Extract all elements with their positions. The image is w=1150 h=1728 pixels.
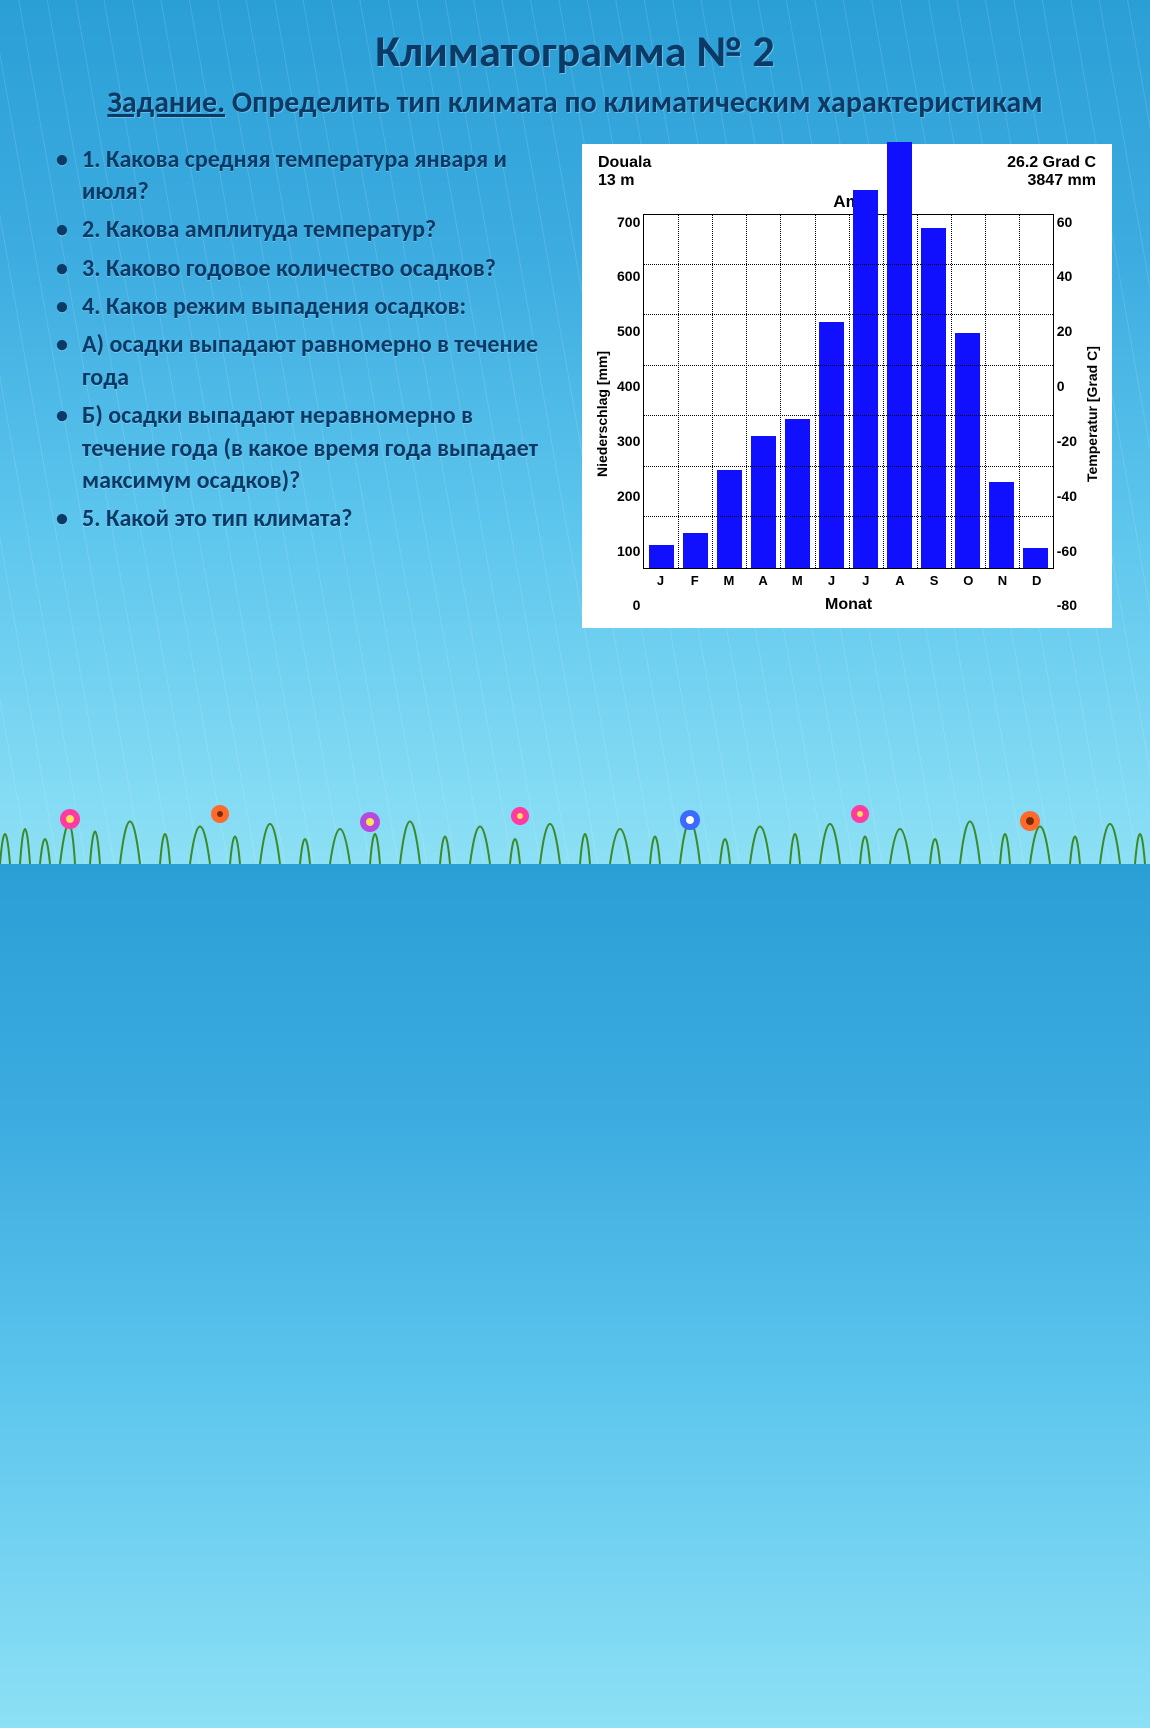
task-label: Задание. (107, 84, 225, 121)
station-name: Douala (598, 154, 651, 172)
precip-bar (819, 322, 844, 568)
question-item: 1. Какова средняя температура января и и… (82, 144, 558, 209)
xtick: O (951, 573, 985, 588)
bar-slot (780, 215, 814, 568)
precip-bar (853, 190, 878, 567)
slide-subtitle: Задание. Определить тип климата по клима… (48, 84, 1102, 122)
ytick-right: 0 (1057, 378, 1077, 394)
xtick: M (780, 573, 814, 588)
xtick: S (917, 573, 951, 588)
xtick: A (746, 573, 780, 588)
ylabel-left: Niederschlag [mm] (594, 214, 610, 614)
questions-list: 1. Какова средняя температура января и и… (48, 144, 558, 542)
grid-v (849, 215, 850, 568)
chart-header-left: Douala 13 m (598, 154, 651, 190)
ytick-left: 200 (617, 488, 640, 504)
slide: Климатограмма № 2 Задание. Определить ти… (0, 0, 1150, 864)
chart-panel: Douala 13 m 26.2 Grad C 3847 mm Am Niede… (582, 144, 1112, 628)
bar-slot (883, 215, 917, 568)
ytick-right: -80 (1057, 597, 1077, 613)
ytick-left: 400 (617, 378, 640, 394)
grid-v (917, 215, 918, 568)
grid-v (746, 215, 747, 568)
grid-v (780, 215, 781, 568)
bar-slot (917, 215, 951, 568)
grid-v (815, 215, 816, 568)
yticks-left: 700 600 500 400 300 200 100 0 (614, 214, 643, 614)
precip-bar (683, 533, 708, 567)
question-item: 4. Каков режим выпадения осадков: (82, 291, 558, 323)
chart-header: Douala 13 m 26.2 Grad C 3847 mm (594, 154, 1100, 190)
annual-precip: 3847 mm (1007, 172, 1096, 190)
yticks-right: 60 40 20 0 -20 -40 -60 -80 (1054, 214, 1080, 614)
grid-v (712, 215, 713, 568)
bar-slot (849, 215, 883, 568)
precip-bar (955, 333, 980, 567)
grid-v (678, 215, 679, 568)
xtick: J (814, 573, 848, 588)
ylabel-right: Temperatur [Grad C] (1084, 214, 1100, 614)
precip-bar (887, 142, 912, 568)
xtick: A (883, 573, 917, 588)
precip-bar (717, 470, 742, 567)
precip-bar (785, 419, 810, 568)
xtick: F (678, 573, 712, 588)
xticks: JFMAMJJASOND (643, 573, 1053, 588)
ytick-left: 600 (617, 268, 640, 284)
chart-header-right: 26.2 Grad C 3847 mm (1007, 154, 1096, 190)
grass-decoration (0, 744, 1150, 864)
ytick-left: 0 (617, 597, 640, 613)
bar-slot (712, 215, 746, 568)
station-elev: 13 m (598, 172, 651, 190)
ytick-right: 40 (1057, 268, 1077, 284)
ytick-left: 500 (617, 323, 640, 339)
question-item: 3. Каково годовое количество осадков? (82, 253, 558, 285)
ytick-right: -20 (1057, 433, 1077, 449)
bar-slot (746, 215, 780, 568)
chart-body: Niederschlag [mm] 7006005004003002001000… (594, 214, 1100, 614)
slide-title: Климатограмма № 2 (48, 24, 1102, 78)
precip-bar (989, 482, 1014, 568)
xtick: N (985, 573, 1019, 588)
content-row: 1. Какова средняя температура января и и… (48, 144, 1102, 628)
precip-bar (1023, 548, 1048, 568)
xtick: J (643, 573, 677, 588)
bar-slot (678, 215, 712, 568)
ytick-left: 300 (617, 433, 640, 449)
question-item: 5. Какой это тип климата? (82, 503, 558, 535)
xtick: D (1020, 573, 1054, 588)
question-item: 2. Какова амплитуда температур? (82, 214, 558, 246)
grid-v (1019, 215, 1020, 568)
xtick: M (712, 573, 746, 588)
bar-slot (985, 215, 1019, 568)
ytick-right: 60 (1057, 214, 1077, 230)
bar-slot (951, 215, 985, 568)
climate-code: Am (594, 192, 1100, 212)
xlabel: Monat (643, 596, 1053, 614)
bar-slot (815, 215, 849, 568)
question-item: Б) осадки выпадают неравномерно в течени… (82, 400, 558, 497)
bar-slot (644, 215, 678, 568)
xtick: J (849, 573, 883, 588)
precip-bar (649, 545, 674, 568)
plot-area (643, 214, 1053, 569)
question-item: А) осадки выпадают равномерно в течение … (82, 329, 558, 394)
ytick-right: -60 (1057, 543, 1077, 559)
ytick-right: 20 (1057, 323, 1077, 339)
avg-temp: 26.2 Grad C (1007, 154, 1096, 172)
subtitle-rest: Определить тип климата по климатическим … (225, 84, 1043, 121)
grid-v (985, 215, 986, 568)
grid-v (951, 215, 952, 568)
ytick-left: 700 (617, 214, 640, 230)
ytick-left: 100 (617, 543, 640, 559)
bar-slot (1019, 215, 1053, 568)
grid-v (883, 215, 884, 568)
precip-bar (751, 436, 776, 567)
ytick-right: -40 (1057, 488, 1077, 504)
